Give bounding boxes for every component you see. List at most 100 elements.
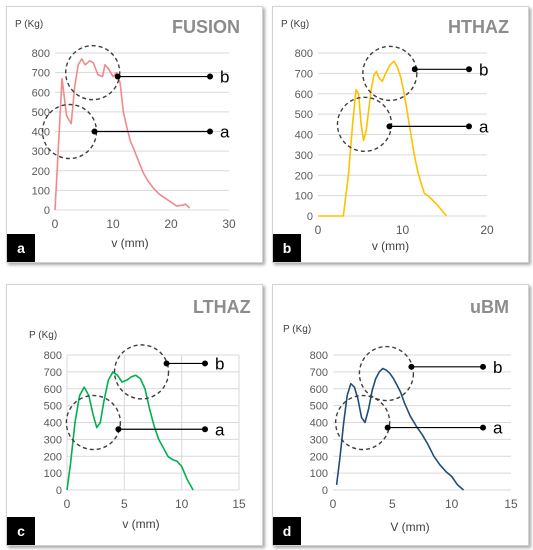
lthaz-y-tick-label: 300: [44, 434, 62, 446]
hthaz-callout-end-dot-b: [466, 66, 472, 73]
lthaz-y-tick-label: 500: [44, 401, 62, 413]
ubm-y-tick-label: 100: [310, 468, 328, 480]
ubm-y-tick-label: 600: [310, 384, 328, 396]
fusion-x-tick-label: 10: [106, 217, 120, 231]
lthaz-y-tick-label: 400: [44, 418, 62, 430]
lthaz-x-tick-label: 15: [232, 497, 246, 511]
hthaz-y-axis-label: P (Kg): [281, 19, 309, 30]
ubm-callout-end-dot-a: [480, 424, 486, 431]
ubm-series-line: [335, 367, 465, 491]
ubm-chart-panel: 0 100 200 300 400 500 600 700 800 0 5 10 15 P (Kg) V (…: [272, 284, 529, 546]
lthaz-x-tick-label: 10: [175, 497, 189, 511]
lthaz-y-tick-label: 100: [44, 468, 62, 480]
lthaz-y-tick-label: 800: [44, 350, 62, 362]
lthaz-callout-start-dot-a: [115, 426, 122, 433]
hthaz-annotation-circle-b: [362, 45, 418, 102]
fusion-chart-panel: 0 100 200 300 400 500 600 700 800 0 10 20 30 P (Kg) v …: [6, 6, 263, 263]
fusion-y-tick-label: 300: [32, 146, 50, 158]
hthaz-y-tick-label: 100: [295, 191, 313, 203]
ubm-y-tick-label: 300: [310, 434, 328, 446]
hthaz-y-tick-label: 300: [295, 150, 313, 162]
lthaz-x-tick-label: 5: [121, 497, 128, 511]
hthaz-y-tick-label: 400: [295, 130, 313, 142]
ubm-chart-svg: 0 100 200 300 400 500 600 700 800 0 5 10 15 P (Kg) V (…: [283, 324, 518, 534]
fusion-x-tick-label: 20: [164, 217, 178, 231]
lthaz-annotation-circle-b: [113, 344, 170, 400]
hthaz-callout-label-b: b: [479, 60, 488, 79]
hthaz-callout-start-dot-b: [411, 66, 418, 73]
fusion-callout-end-dot-a: [207, 128, 213, 135]
hthaz-chart-title: HTHAZ: [448, 17, 509, 37]
hthaz-chart-panel: 0 100 200 300 400 500 600 700 800 0 10 20 P (Kg) v (m…: [272, 6, 529, 263]
fusion-annotation-circle-b: [64, 44, 121, 101]
fusion-y-tick-label: 200: [32, 166, 50, 178]
fusion-x-tick-label: 0: [52, 217, 59, 231]
lthaz-y-tick-label: 200: [44, 451, 62, 463]
ubm-callout-start-dot-a: [384, 424, 391, 431]
fusion-callout-label-b: b: [220, 68, 229, 87]
ubm-annotation-circle-b: [358, 345, 415, 402]
lthaz-y-tick-label: 700: [44, 367, 62, 379]
fusion-callout-start-dot-a: [91, 128, 98, 135]
ubm-x-axis-label: V (mm): [390, 520, 429, 534]
fusion-callout-end-dot-b: [207, 73, 213, 80]
ubm-y-tick-label: 700: [310, 367, 328, 379]
lthaz-panel-label: c: [7, 517, 35, 545]
lthaz-y-axis-label: P (Kg): [29, 330, 57, 341]
hthaz-chart-svg: 0 100 200 300 400 500 600 700 800 0 10 20 P (Kg) v (m…: [281, 19, 494, 253]
lthaz-x-tick-label: 0: [64, 497, 71, 511]
lthaz-series-line: [66, 371, 194, 491]
fusion-chart-svg: 0 100 200 300 400 500 600 700 800 0 10 20 30 P (Kg) v …: [15, 19, 236, 250]
ubm-x-tick-label: 15: [504, 497, 518, 511]
lthaz-callout-end-dot-a: [202, 426, 208, 433]
fusion-y-tick-label: 700: [32, 68, 50, 80]
hthaz-y-tick-label: 800: [295, 48, 313, 60]
ubm-x-tick-label: 10: [445, 497, 459, 511]
fusion-x-tick-label: 30: [222, 217, 236, 231]
hthaz-callout-start-dot-a: [386, 123, 393, 130]
hthaz-x-tick-label: 20: [480, 223, 494, 237]
ubm-chart-title: uBM: [470, 297, 509, 317]
lthaz-callout-label-b: b: [215, 354, 224, 373]
ubm-y-tick-label: 400: [310, 418, 328, 430]
ubm-x-tick-label: 0: [330, 497, 337, 511]
lthaz-callout-label-a: a: [215, 420, 225, 439]
hthaz-callout-end-dot-a: [466, 123, 472, 130]
ubm-y-tick-label: 200: [310, 451, 328, 463]
fusion-y-axis-label: P (Kg): [15, 19, 43, 30]
lthaz-annotation-circle-a: [65, 394, 122, 451]
hthaz-y-tick-label: 500: [295, 109, 313, 121]
lthaz-chart-panel: 0 100 200 300 400 500 600 700 800 0 5 10 15 P (Kg) v (…: [6, 284, 263, 546]
hthaz-series-line: [318, 60, 448, 217]
fusion-y-tick-label: 600: [32, 87, 50, 99]
ubm-x-tick-label: 5: [389, 497, 396, 511]
fusion-y-tick-label: 100: [32, 185, 50, 197]
fusion-x-axis-label: v (mm): [111, 236, 148, 250]
hthaz-annotation-circle-a: [336, 96, 393, 153]
fusion-y-tick-label: 800: [32, 48, 50, 60]
fusion-chart-title: FUSION: [172, 17, 241, 37]
fusion-callout-label-a: a: [220, 123, 230, 142]
lthaz-chart-title: LTHAZ: [193, 297, 251, 317]
fusion-y-tick-label: 0: [44, 205, 50, 217]
ubm-y-tick-label: 800: [310, 350, 328, 362]
hthaz-x-axis-label: v (mm): [372, 239, 409, 253]
fusion-panel-label: a: [7, 234, 35, 262]
ubm-y-axis-label: P (Kg): [283, 324, 311, 335]
fusion-y-tick-label: 400: [32, 127, 50, 139]
ubm-panel-label: d: [273, 517, 301, 545]
ubm-y-tick-label: 0: [322, 485, 328, 497]
ubm-callout-start-dot-b: [408, 363, 415, 370]
lthaz-y-tick-label: 0: [56, 485, 62, 497]
hthaz-panel-label: b: [273, 234, 301, 262]
ubm-callout-label-b: b: [493, 358, 502, 377]
fusion-series-line: [54, 58, 191, 211]
hthaz-y-tick-label: 200: [295, 170, 313, 182]
lthaz-chart-svg: 0 100 200 300 400 500 600 700 800 0 5 10 15 P (Kg) v (…: [29, 330, 246, 531]
ubm-callout-end-dot-b: [480, 363, 486, 370]
lthaz-callout-end-dot-b: [202, 360, 208, 367]
hthaz-y-tick-label: 700: [295, 68, 313, 80]
lthaz-callout-start-dot-b: [163, 360, 170, 367]
hthaz-x-tick-label: 0: [315, 223, 322, 237]
hthaz-x-tick-label: 10: [396, 223, 410, 237]
